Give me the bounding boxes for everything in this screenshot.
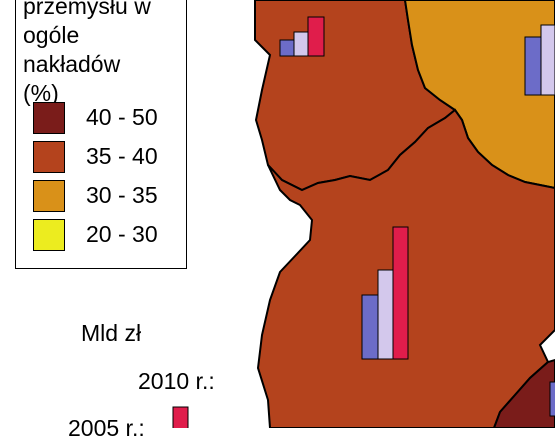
legend-swatch	[33, 141, 65, 173]
legend-item: 40 - 50	[33, 102, 193, 134]
bar-2008	[293, 31, 309, 57]
legend-item: 30 - 35	[33, 180, 193, 212]
bar-legend-2010: 2010 r.:	[138, 368, 215, 394]
bar-legend-2005: 2005 r.:	[68, 415, 145, 441]
legend-title-line: ogóle	[23, 22, 80, 48]
bar-2005	[279, 39, 295, 57]
legend-swatch	[33, 219, 65, 251]
legend-label: 40 - 50	[86, 104, 158, 130]
bar-2010	[307, 16, 325, 57]
legend-swatch	[33, 102, 65, 134]
bar-legend-2010-sample	[172, 406, 189, 428]
bar-group-north-west	[279, 16, 325, 57]
legend: przemysłu w ogóle nakładów (%) 40 - 50 3…	[15, 0, 187, 269]
legend-label: 35 - 40	[86, 143, 158, 169]
bar-2008	[540, 24, 555, 96]
bar-group-central	[361, 226, 409, 360]
bar-legend-unit: Mld zł	[81, 320, 142, 346]
map	[172, 0, 555, 428]
legend-title-line: przemysłu w	[23, 0, 151, 19]
legend-item: 35 - 40	[33, 141, 193, 173]
bar-2005	[524, 36, 542, 96]
bar-2010	[392, 226, 409, 360]
legend-swatch	[33, 180, 65, 212]
bar-2005	[361, 294, 379, 360]
legend-title-line: nakładów	[23, 51, 121, 77]
bar-group-north-east	[524, 24, 555, 96]
legend-item: 20 - 30	[33, 219, 193, 251]
legend-title: przemysłu w ogóle nakładów (%)	[23, 0, 151, 108]
bar-group-south-east	[549, 381, 555, 417]
south-east-region	[492, 358, 555, 428]
legend-title-line: (%)	[23, 80, 59, 106]
bar-2005	[549, 381, 555, 417]
bar-2008	[377, 269, 394, 360]
legend-label: 30 - 35	[86, 182, 158, 208]
legend-label: 20 - 30	[86, 221, 158, 247]
